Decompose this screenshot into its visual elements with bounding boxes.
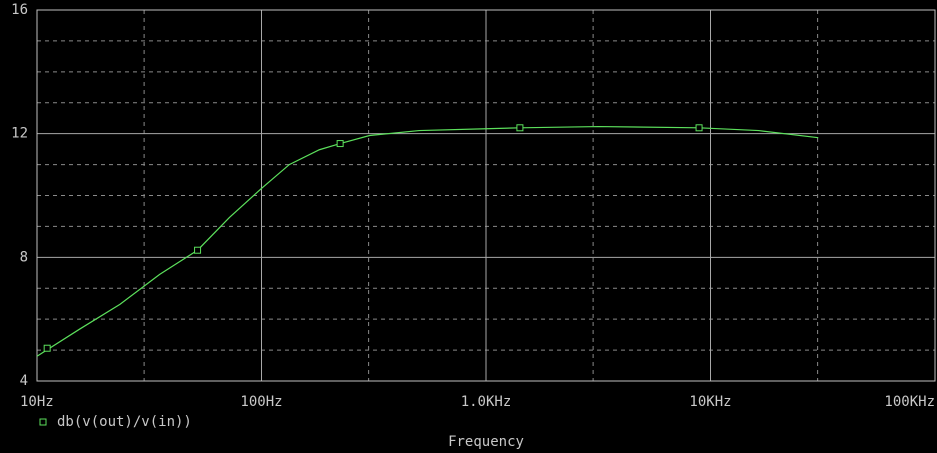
marker [194,246,202,254]
plot-frame [36,9,936,382]
y-tick-label: 4 [20,373,28,389]
x-tick-label: 100KHz [884,394,935,410]
x-axis-label: Frequency [448,434,524,450]
marker [516,124,524,132]
y-tick-label: 12 [11,126,28,142]
x-tick-label: 10KHz [689,394,731,410]
marker [336,140,344,148]
y-tick-label: 8 [20,249,28,265]
y-tick-label: 16 [11,2,28,18]
legend-marker [39,418,47,426]
marker [695,124,703,132]
x-tick-label: 10Hz [20,394,54,410]
x-tick-label: 1.0KHz [461,394,512,410]
x-tick-label: 100Hz [240,394,282,410]
legend-label: db(v(out)/v(in)) [57,414,192,430]
marker [43,344,51,352]
line [36,125,819,357]
